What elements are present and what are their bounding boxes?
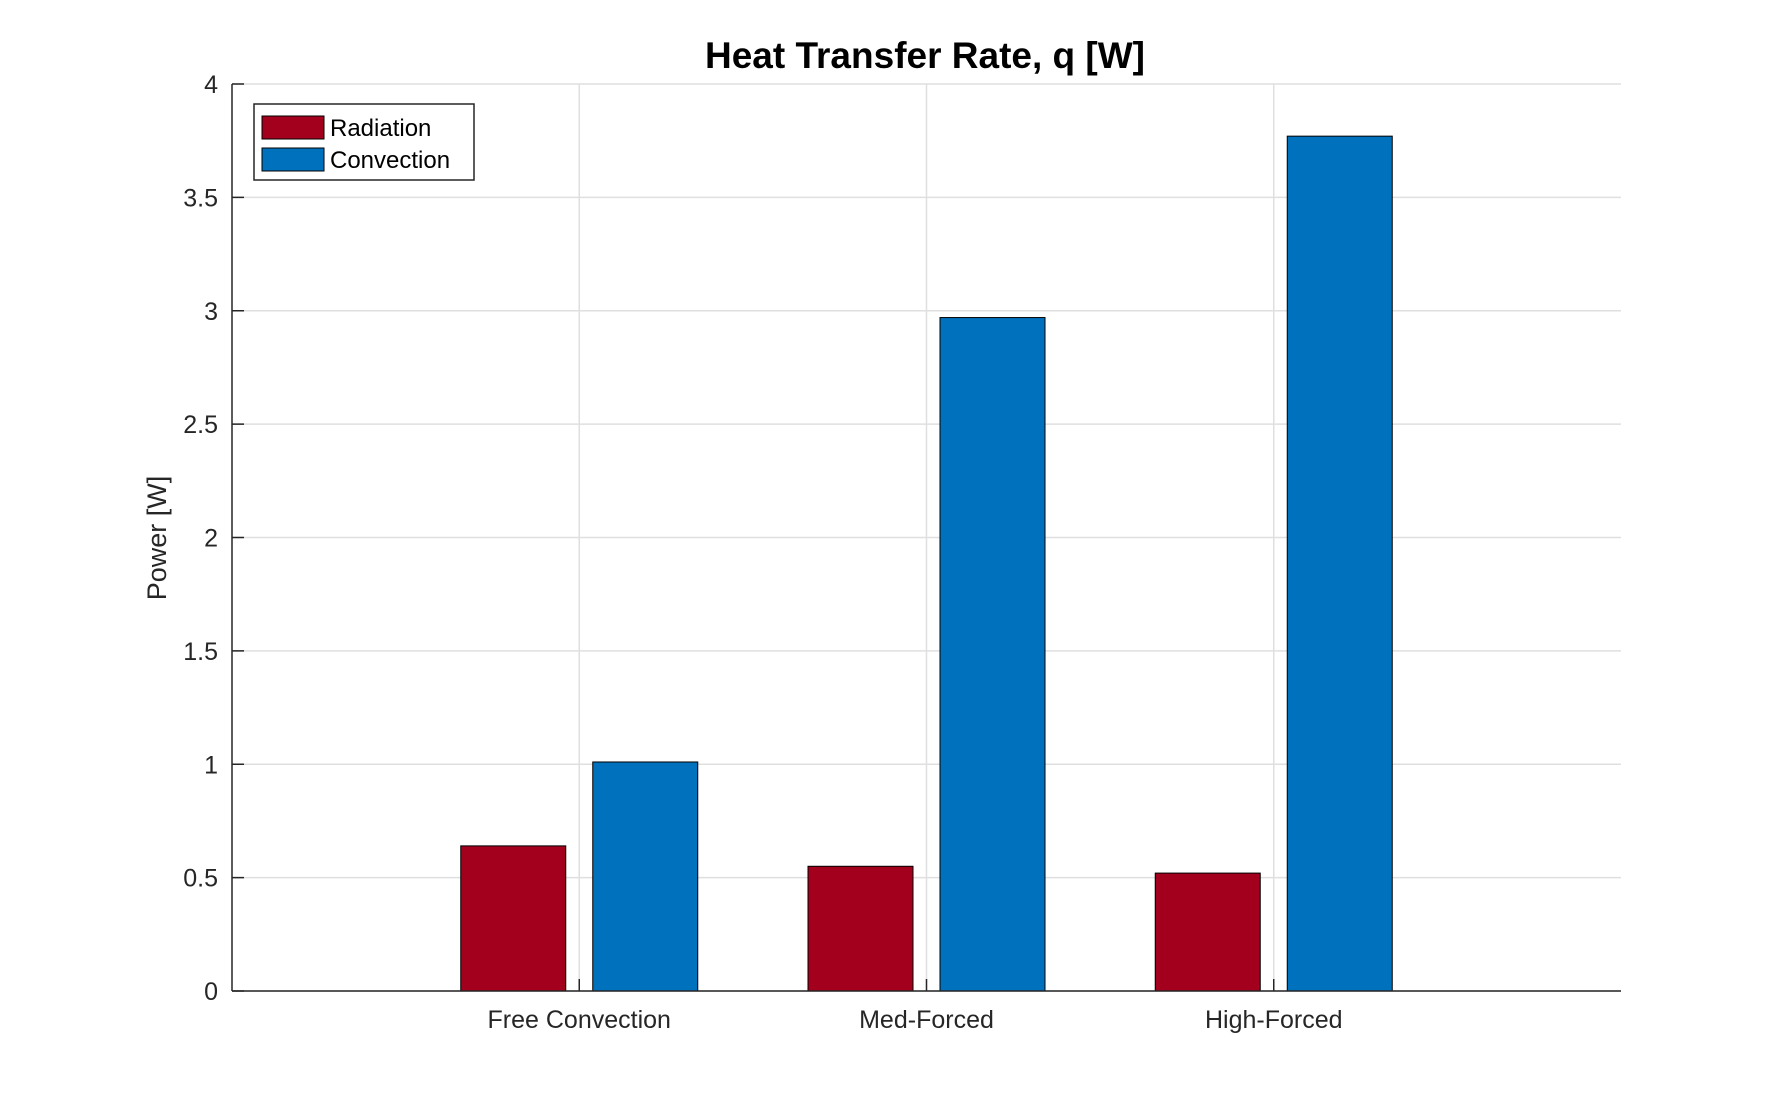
legend-swatch-convection xyxy=(261,147,325,172)
y-tick-label: 4 xyxy=(204,71,218,99)
bar-convection xyxy=(1286,135,1393,992)
bar-convection xyxy=(939,317,1046,992)
bars xyxy=(460,135,1393,992)
x-tick-label: High-Forced xyxy=(1205,1006,1343,1034)
x-tick-label: Med-Forced xyxy=(859,1006,994,1034)
y-tick-label: 1 xyxy=(204,751,218,779)
legend-label-convection: Convection xyxy=(330,147,450,174)
y-axis-label: Power [W] xyxy=(142,476,172,601)
chart-title: Heat Transfer Rate, q [W] xyxy=(705,35,1145,76)
bar-radiation xyxy=(807,865,914,992)
bar-radiation xyxy=(460,845,567,992)
legend-label-radiation: Radiation xyxy=(330,115,431,142)
y-tick-label: 0.5 xyxy=(183,865,218,893)
bar-convection xyxy=(592,761,699,992)
y-tick-label: 3.5 xyxy=(183,184,218,212)
bar-radiation xyxy=(1154,872,1261,992)
grid-lines xyxy=(232,83,1621,992)
y-tick-label: 2.5 xyxy=(183,411,218,439)
y-tick-label: 1.5 xyxy=(183,638,218,666)
y-tick-label: 3 xyxy=(204,298,218,326)
y-tick-label: 0 xyxy=(204,978,218,1006)
x-tick-label: Free Convection xyxy=(488,1006,671,1034)
legend: Radiation Convection xyxy=(253,103,475,181)
legend-swatch-radiation xyxy=(261,115,325,140)
axes: 0 0.5 1 1.5 2 2.5 3 3.5 4 Free Convection Med-Forc… xyxy=(183,71,1621,1034)
y-tick-label: 2 xyxy=(204,525,218,553)
